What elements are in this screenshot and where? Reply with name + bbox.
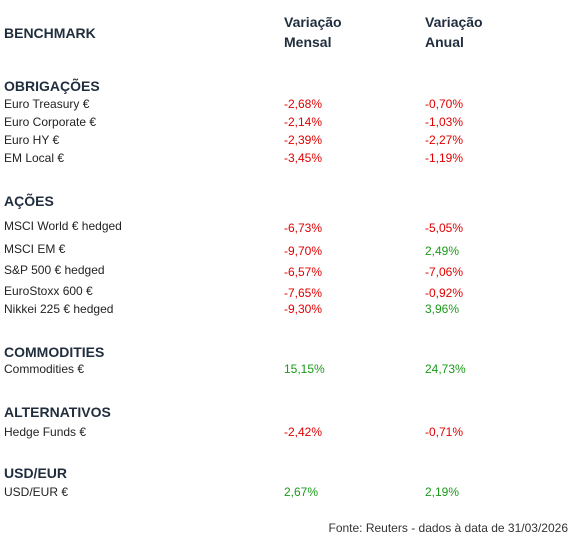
row-label: MSCI World € hedged [4, 219, 122, 233]
row-value: -3,45% [284, 151, 323, 165]
table-title: BENCHMARK [4, 25, 96, 41]
section-title: OBRIGAÇÕES [4, 78, 100, 94]
row-value: -9,30% [284, 302, 323, 316]
section-title: COMMODITIES [4, 344, 105, 360]
section-title: ALTERNATIVOS [4, 404, 111, 420]
row-value: -5,05% [425, 221, 464, 235]
row-label: Euro Corporate € [4, 115, 97, 129]
row-value: -2,27% [425, 133, 464, 147]
row-value: -0,70% [425, 97, 464, 111]
row-label: Commodities € [4, 362, 85, 376]
row-label: S&P 500 € hedged [4, 263, 105, 277]
row-label: Nikkei 225 € hedged [4, 302, 114, 316]
row-value: -2,14% [284, 115, 323, 129]
section-title: AÇÕES [4, 193, 54, 209]
row-label: EuroStoxx 600 € [4, 284, 93, 298]
row-label: Euro HY € [4, 133, 60, 147]
row-value: 2,67% [284, 485, 319, 499]
column-header: Variação Anual [425, 14, 483, 50]
row-value: 24,73% [425, 362, 466, 376]
row-value: -1,19% [425, 151, 464, 165]
row-value: -0,92% [425, 286, 464, 300]
row-label: MSCI EM € [4, 242, 66, 256]
row-label: Hedge Funds € [4, 425, 87, 439]
row-label: EM Local € [4, 151, 65, 165]
row-value: -1,03% [425, 115, 464, 129]
row-value: -7,06% [425, 265, 464, 279]
row-value: 2,19% [425, 485, 460, 499]
row-value: -6,57% [284, 265, 323, 279]
row-value: -7,65% [284, 286, 323, 300]
row-value: -0,71% [425, 425, 464, 439]
row-value: -2,39% [284, 133, 323, 147]
row-value: -9,70% [284, 244, 323, 258]
row-value: -2,42% [284, 425, 323, 439]
row-value: -6,73% [284, 221, 323, 235]
column-header: Variação Mensal [284, 14, 342, 50]
row-value: 15,15% [284, 362, 325, 376]
row-value: 3,96% [425, 302, 460, 316]
row-label: USD/EUR € [4, 485, 69, 499]
section-title: USD/EUR [4, 465, 68, 481]
footer-note: Fonte: Reuters - dados à data de 31/03/2… [328, 521, 568, 535]
row-value: 2,49% [425, 244, 460, 258]
row-label: Euro Treasury € [4, 97, 90, 111]
row-value: -2,68% [284, 97, 323, 111]
